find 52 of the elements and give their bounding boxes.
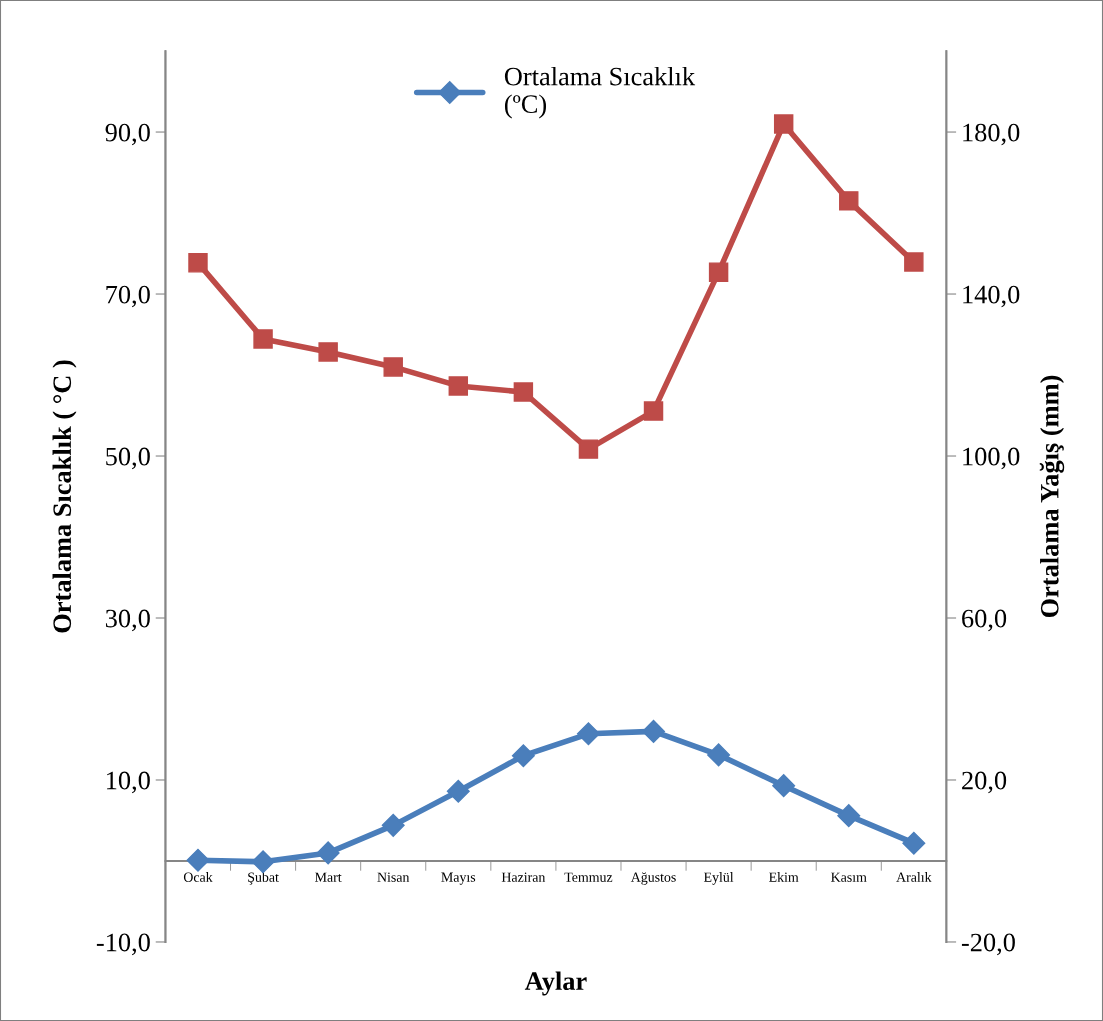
point — [383, 357, 403, 377]
point — [904, 252, 924, 272]
y-tick-label: 70,0 — [106, 285, 150, 308]
point — [707, 743, 731, 767]
point — [513, 382, 534, 402]
x-tick-label: Ağustos — [630, 872, 676, 885]
point — [381, 813, 405, 837]
x-tick-label: Haziran — [501, 872, 546, 882]
point — [773, 114, 794, 134]
point — [902, 831, 926, 855]
y-axis-title: Ortalama Sıcaklık ( °C ) — [52, 360, 77, 633]
y-tick-label: -10,0 — [96, 933, 150, 956]
y2-tick-label: -20,0 — [961, 933, 1015, 956]
point — [448, 376, 469, 396]
x-tick-label: Mart — [315, 872, 342, 882]
point — [578, 439, 599, 459]
point — [253, 329, 273, 349]
y2-axis-title: Ortalama Yağış (mm) — [1039, 375, 1065, 618]
y2-tick-label: 20,0 — [962, 771, 1007, 794]
x-tick-label: Temmuz — [564, 872, 613, 882]
y-tick-label: 50,0 — [106, 447, 150, 470]
y2-tick-label: 140,0 — [963, 285, 1020, 308]
point — [837, 804, 861, 828]
point — [188, 253, 208, 273]
point — [316, 841, 340, 865]
point — [511, 744, 535, 768]
point — [642, 719, 666, 743]
y-tick-label: 30,0 — [105, 609, 150, 632]
point — [576, 722, 600, 746]
y2-tick-label: 180,0 — [963, 123, 1020, 146]
point — [446, 779, 470, 803]
x-axis-title: Aylar — [524, 971, 587, 996]
point — [643, 401, 664, 421]
x-tick-label: Nisan — [377, 872, 410, 882]
x-tick-label: Ocak — [183, 872, 213, 882]
point — [772, 774, 796, 798]
x-tick-label: Eylül — [703, 872, 734, 885]
legend-label: Ortalama Sıcaklık (ºC) — [504, 66, 696, 119]
x-tick-label: Mayıs — [441, 872, 476, 885]
y-tick-label: 90,0 — [105, 123, 150, 146]
x-tick-label: Kasım — [831, 872, 867, 882]
x-tick-label: Aralık — [896, 872, 932, 882]
point — [186, 848, 210, 872]
y2-tick-label: 60,0 — [962, 609, 1007, 632]
point — [318, 342, 338, 362]
point — [708, 262, 729, 282]
y2-tick-label: 100,0 — [963, 447, 1020, 470]
x-tick-label: Şubat — [248, 872, 279, 885]
point — [251, 850, 275, 874]
x-tick-label: Ekim — [769, 872, 799, 882]
point — [839, 191, 859, 211]
y-tick-label: 10,0 — [107, 771, 150, 794]
